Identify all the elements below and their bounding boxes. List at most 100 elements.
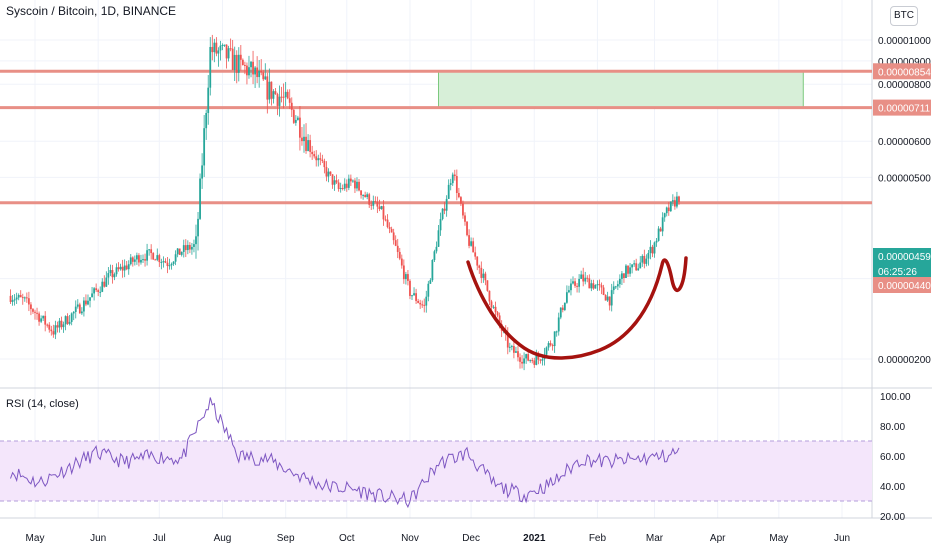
rsi-tick-label: 40.00 — [880, 482, 905, 493]
candle-body — [427, 283, 430, 297]
candle-body — [205, 113, 208, 129]
candle-body — [468, 235, 470, 246]
candle-body — [588, 278, 591, 289]
price-tick-label: 0.00000900 — [878, 57, 931, 68]
hline-label-bg — [873, 277, 931, 293]
candle-body — [645, 258, 648, 264]
candle-body — [282, 96, 285, 98]
candle-body — [325, 167, 328, 177]
rsi-pane: 100.00 80.00 60.00 40.00 20.00 — [0, 392, 911, 523]
candle-body — [631, 264, 633, 268]
price-tick-label: 0.00000500 — [878, 173, 931, 184]
countdown-label: 06:25:26 — [878, 267, 917, 278]
candle-body — [470, 241, 473, 246]
candle-body — [101, 281, 104, 292]
candle-body — [647, 252, 650, 259]
candle-body — [15, 297, 18, 300]
candle-body — [146, 250, 148, 261]
candle-body — [343, 183, 346, 189]
candle-body — [254, 67, 256, 75]
candle-body — [264, 76, 267, 80]
candle-body — [629, 267, 631, 274]
candle-body — [425, 296, 428, 306]
candle-body — [272, 91, 275, 99]
candle-body — [570, 283, 572, 291]
candle-body — [248, 67, 250, 76]
candle-body — [441, 208, 444, 220]
candle-body — [225, 44, 228, 59]
candle-body — [419, 302, 422, 305]
candle-body — [676, 196, 678, 207]
candle-body — [60, 320, 63, 328]
candle-body — [121, 266, 124, 271]
candle-body — [70, 313, 73, 322]
candle-body — [9, 295, 12, 302]
time-tick-label: Feb — [589, 533, 607, 544]
candle-body — [294, 119, 297, 123]
candle-body — [665, 207, 668, 214]
candle-body — [176, 248, 179, 255]
candle-body — [651, 246, 654, 254]
candle-body — [95, 288, 98, 291]
candle-body — [125, 265, 128, 270]
candle-body — [382, 206, 385, 220]
candle-body — [415, 293, 417, 301]
candle-body — [154, 259, 157, 261]
candle-body — [83, 300, 85, 312]
time-tick-label: Apr — [710, 533, 726, 544]
candle-body — [288, 98, 291, 103]
candle-body — [327, 171, 330, 177]
candle-body — [168, 265, 171, 267]
candle-body — [439, 219, 442, 231]
candle-body — [103, 281, 106, 287]
candle-body — [80, 311, 83, 314]
hline-label: 0.00000711 — [878, 104, 931, 115]
time-tick-label: Aug — [214, 533, 232, 544]
candle-body — [250, 61, 252, 68]
candle-body — [239, 54, 242, 60]
candle-body — [594, 284, 597, 289]
candle-body — [19, 295, 22, 298]
candle-body — [590, 283, 593, 289]
candle-body — [50, 329, 53, 332]
rsi-line — [10, 397, 680, 509]
candle-body — [105, 277, 108, 287]
candle-body — [89, 297, 91, 301]
candle-body — [76, 304, 79, 307]
candle-body — [262, 72, 265, 80]
candle-body — [360, 190, 362, 196]
candle-body — [64, 316, 67, 325]
candle-body — [127, 264, 130, 270]
candle-body — [244, 64, 246, 66]
price-tick-label: 0.00000800 — [878, 80, 931, 91]
candle-body — [203, 128, 206, 166]
candle-body — [160, 262, 163, 264]
currency-button[interactable]: BTC — [890, 6, 918, 26]
candle-body — [549, 343, 552, 346]
candle-body — [464, 215, 466, 222]
candle-body — [268, 81, 271, 100]
candle-body — [256, 67, 259, 78]
candle-body — [531, 360, 534, 362]
candle-body — [388, 227, 391, 229]
candle-body — [513, 346, 515, 353]
candle-body — [266, 76, 269, 100]
candle-body — [610, 290, 613, 306]
candle-body — [138, 255, 140, 263]
chart-title: Syscoin / Bitcoin, 1D, BINANCE — [6, 4, 177, 18]
candle-body — [352, 180, 354, 182]
candle-body — [180, 251, 183, 255]
candle-body — [170, 263, 173, 266]
candle-body — [553, 331, 556, 347]
candle-body — [349, 178, 352, 182]
candle-body — [370, 204, 373, 206]
candle-body — [462, 203, 464, 216]
candle-body — [246, 65, 248, 76]
time-tick-label: Dec — [462, 533, 480, 544]
candle-body — [572, 281, 574, 284]
candle-body — [592, 283, 595, 289]
candle-body — [166, 262, 169, 267]
candle-body — [398, 251, 401, 259]
time-tick-label: Jun — [834, 533, 850, 544]
